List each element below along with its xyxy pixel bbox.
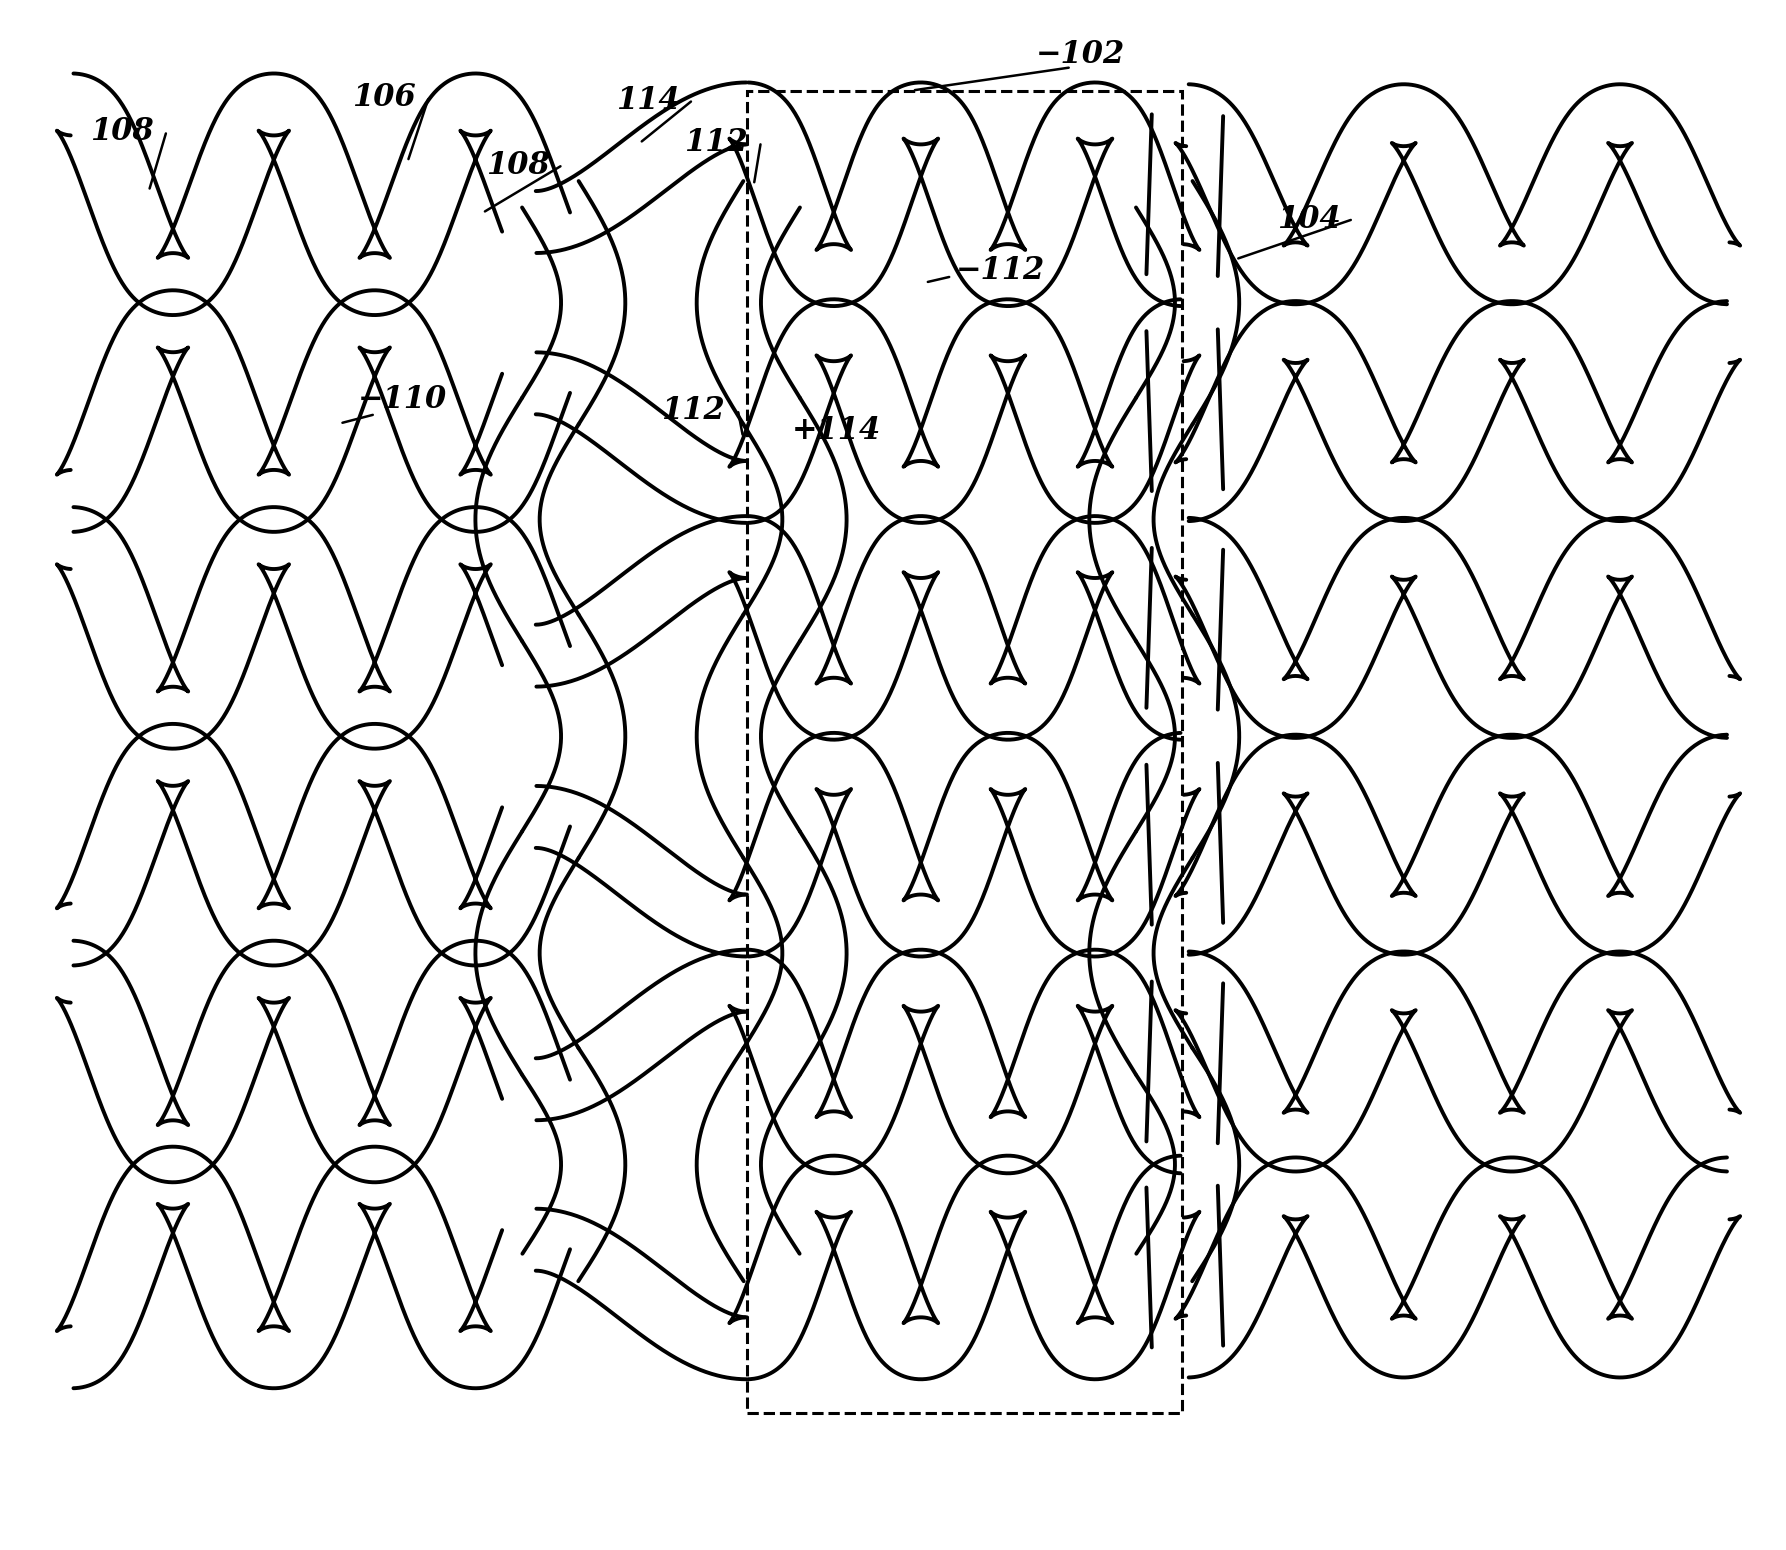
Text: 108: 108 [486, 150, 550, 181]
Bar [747, 90, 1182, 1414]
Text: −102: −102 [1036, 39, 1125, 70]
Text: 106: 106 [352, 82, 416, 113]
Text: −110: −110 [357, 384, 446, 415]
Text: −112: −112 [956, 256, 1045, 287]
Text: 112: 112 [661, 395, 725, 426]
Text: 112: 112 [684, 127, 748, 158]
Text: 108: 108 [89, 116, 154, 147]
Text: +114: +114 [791, 415, 880, 446]
Text: 104: 104 [1277, 205, 1341, 236]
Text: 114: 114 [616, 85, 680, 116]
